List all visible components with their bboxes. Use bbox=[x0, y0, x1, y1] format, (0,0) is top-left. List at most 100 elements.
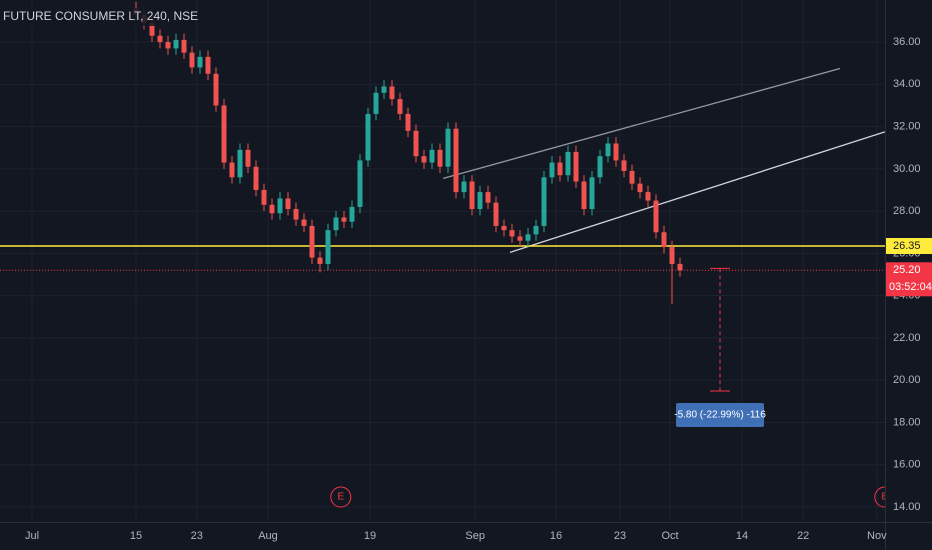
candle-body bbox=[437, 149, 443, 167]
measure-label: -5.80 (-22.99%) -116 bbox=[674, 410, 766, 421]
x-tick-label: Aug bbox=[258, 530, 278, 542]
candle-body bbox=[165, 42, 171, 49]
x-tick-label: 16 bbox=[550, 530, 562, 542]
candle-body bbox=[653, 200, 659, 233]
candle-body bbox=[229, 162, 235, 178]
price-label-bg bbox=[886, 237, 932, 254]
axes: 14.0016.0018.0020.0022.0024.0026.0028.00… bbox=[25, 36, 932, 542]
candle-body bbox=[389, 86, 395, 100]
candle-body bbox=[373, 92, 379, 114]
y-tick-label: 16.00 bbox=[893, 459, 921, 471]
x-tick-label: Sep bbox=[465, 530, 485, 542]
y-tick-label: 34.00 bbox=[893, 78, 921, 90]
candle-body bbox=[637, 183, 643, 193]
x-tick-label: Oct bbox=[661, 530, 678, 542]
candle-body bbox=[589, 177, 595, 210]
candle-body bbox=[541, 177, 547, 226]
candle-body bbox=[613, 143, 619, 161]
candle-body bbox=[581, 181, 587, 210]
price-label-bg bbox=[886, 262, 932, 297]
candle-body bbox=[469, 181, 475, 210]
x-tick-label: Nov bbox=[867, 530, 887, 542]
candle-body bbox=[669, 247, 675, 264]
trendline bbox=[509, 131, 885, 253]
candle-body bbox=[621, 160, 627, 171]
y-tick-label: 32.00 bbox=[893, 120, 921, 132]
candle-body bbox=[261, 189, 267, 205]
y-tick-label: 20.00 bbox=[893, 374, 921, 386]
candle-body bbox=[573, 151, 579, 182]
candle-body bbox=[349, 206, 355, 222]
candle-body bbox=[405, 113, 411, 131]
candle-body bbox=[285, 198, 291, 210]
candle-body bbox=[517, 236, 523, 241]
x-tick-label: 14 bbox=[736, 530, 748, 542]
candle-body bbox=[477, 192, 483, 210]
candle-body bbox=[205, 56, 211, 74]
candle-body bbox=[245, 149, 251, 167]
candle-body bbox=[213, 73, 219, 106]
candle-body bbox=[629, 170, 635, 184]
candle-body bbox=[461, 181, 467, 193]
title-bg bbox=[0, 8, 158, 26]
y-tick-label: 14.00 bbox=[893, 501, 921, 513]
candle-body bbox=[333, 217, 339, 231]
candle-body bbox=[157, 35, 163, 43]
candle-body bbox=[453, 128, 459, 193]
trendline bbox=[443, 67, 841, 179]
candle-body bbox=[445, 128, 451, 167]
candle-body bbox=[605, 143, 611, 157]
candle-body bbox=[173, 39, 179, 49]
y-tick-label: 28.00 bbox=[893, 205, 921, 217]
y-tick-label: 36.00 bbox=[893, 36, 921, 48]
candle-body bbox=[221, 105, 227, 163]
candle-body bbox=[341, 217, 347, 222]
y-tick-label: 22.00 bbox=[893, 332, 921, 344]
x-tick-label: 19 bbox=[364, 530, 376, 542]
candle-body bbox=[293, 209, 299, 220]
candle-body bbox=[509, 230, 515, 237]
candle-body bbox=[413, 130, 419, 157]
candle-body bbox=[301, 219, 307, 226]
chart-title: FUTURE CONSUMER LT, 240, NSE bbox=[3, 9, 198, 23]
candle-body bbox=[381, 86, 387, 93]
candle-body bbox=[533, 225, 539, 235]
candle-body bbox=[549, 162, 555, 178]
countdown-label: 03:52:04 bbox=[889, 281, 932, 293]
measure-label-bg bbox=[676, 402, 764, 427]
event-marker bbox=[330, 486, 352, 508]
candle-body bbox=[317, 257, 323, 264]
candle-body bbox=[269, 204, 275, 214]
candle-body bbox=[277, 198, 283, 214]
price-label: 25.20 bbox=[893, 264, 921, 276]
candle-body bbox=[253, 166, 259, 190]
candle-body bbox=[325, 230, 331, 264]
x-tick-label: 23 bbox=[614, 530, 626, 542]
price-label: 26.35 bbox=[893, 240, 921, 252]
candle-body bbox=[493, 202, 499, 226]
candle-body bbox=[501, 225, 507, 231]
candle-body bbox=[357, 160, 363, 207]
x-tick-label: Jul bbox=[25, 530, 39, 542]
x-tick-label: 23 bbox=[191, 530, 203, 542]
candle-body bbox=[645, 192, 651, 201]
candle-body bbox=[485, 192, 491, 203]
candle-body bbox=[197, 56, 203, 68]
event-marker bbox=[874, 486, 885, 508]
candle-body bbox=[661, 232, 667, 248]
candle-body bbox=[149, 23, 155, 36]
event-label: E bbox=[881, 492, 888, 503]
candle-body bbox=[189, 52, 195, 68]
x-tick-label: 22 bbox=[797, 530, 809, 542]
candle-body bbox=[557, 162, 563, 176]
candle-body bbox=[181, 39, 187, 53]
candle-body bbox=[237, 149, 243, 178]
y-tick-label: 30.00 bbox=[893, 163, 921, 175]
candle-body bbox=[565, 151, 571, 176]
candle-body bbox=[429, 149, 435, 163]
plot-area: -5.80 (-22.99%) -116 E E bbox=[0, 0, 888, 522]
candle-body bbox=[397, 99, 403, 114]
candle-body bbox=[365, 113, 371, 161]
